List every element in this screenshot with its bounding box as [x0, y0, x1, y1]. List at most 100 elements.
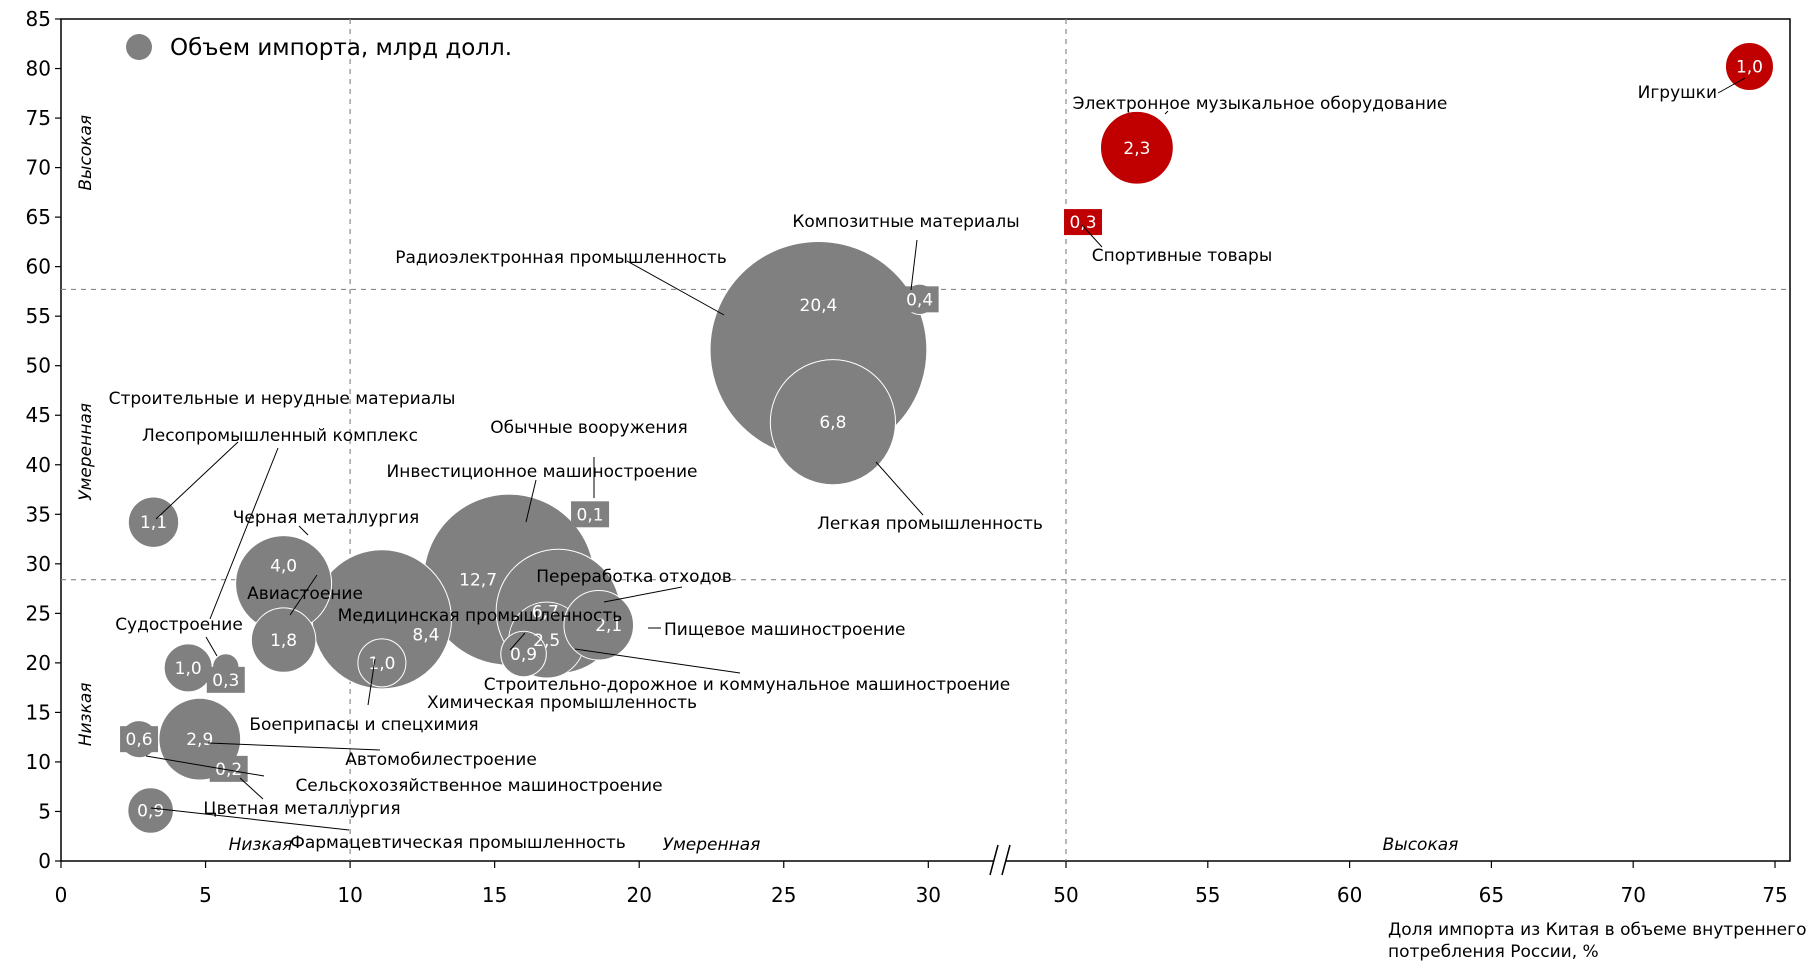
- x-axis-title: Доля импорта из Китая в объеме внутренне…: [1388, 920, 1806, 962]
- value-label: 20,4: [800, 296, 838, 316]
- bubble: [250, 607, 317, 673]
- leader-line: [298, 525, 309, 536]
- value-label: 6,8: [819, 413, 846, 433]
- x-zone-label: Низкая: [229, 835, 293, 855]
- leader-line: [289, 574, 318, 616]
- value-label: 6,7: [532, 602, 559, 622]
- leader-line: [1081, 224, 1103, 248]
- value-label-box: [206, 666, 245, 693]
- value-label: 8,4: [412, 625, 439, 645]
- y-zone-label: Низкая: [76, 682, 96, 746]
- x-tick-label: 75: [1762, 883, 1787, 907]
- x-zone-label: Высокая: [1383, 835, 1459, 855]
- bubble: [500, 630, 547, 678]
- y-zone-label: Умеренная: [76, 403, 96, 501]
- plot-area: 0 5 10 15 20 25 30 35 40 45 50 55 60 65 70 75 80 85 0 5 10 15…: [26, 7, 1791, 907]
- x-tick-label: 65: [1479, 883, 1504, 907]
- value-label-box: [571, 501, 610, 528]
- leader-line: [145, 755, 265, 777]
- y-tick-label: 10: [26, 750, 51, 774]
- x-tick-label: 55: [1195, 883, 1220, 907]
- y-zone-label: Высокая: [76, 115, 96, 191]
- value-label: 12,7: [459, 571, 497, 591]
- bubble: [357, 638, 407, 688]
- bubble-category-label: Строительные и нерудные материалы: [109, 389, 456, 409]
- value-label: 0,1: [577, 505, 604, 525]
- leader-line: [626, 260, 725, 316]
- leader-line: [875, 461, 924, 516]
- value-label: 2,5: [533, 631, 560, 651]
- leader-line: [155, 441, 239, 520]
- y-tick-label: 85: [26, 7, 51, 31]
- y-tick-label: 60: [26, 255, 51, 279]
- bubble-category-label: Медицинская промышленность: [338, 606, 623, 626]
- value-label-box: [1064, 209, 1103, 236]
- value-label: 1,1: [140, 513, 167, 533]
- x-tick-label: 60: [1337, 883, 1362, 907]
- leader-line: [910, 239, 918, 291]
- legend-label: Объем импорта, млрд долл.: [170, 35, 512, 61]
- x-tick-label: 20: [626, 883, 651, 907]
- leader-line: [1164, 110, 1169, 115]
- value-label: 2,9: [186, 730, 213, 750]
- x-tick-label: 0: [55, 883, 68, 907]
- value-label-box: [1730, 53, 1769, 80]
- y-tick-label: 55: [26, 304, 51, 328]
- plot-frame: [60, 18, 1791, 862]
- value-label: 4,0: [270, 557, 297, 577]
- bubble-category-label: Боеприпасы и спецхимия: [249, 715, 478, 735]
- leader-line: [209, 447, 279, 620]
- bubble-category-label: Лесопромышленный комплекс: [142, 426, 418, 446]
- value-label: 0,4: [906, 290, 933, 310]
- y-tick-label: 40: [26, 453, 51, 477]
- y-tick-label: 50: [26, 354, 51, 378]
- value-label: 2,3: [1123, 139, 1150, 159]
- value-label: 0,3: [212, 671, 239, 691]
- value-label: 1,0: [1736, 58, 1763, 78]
- y-tick-label: 70: [26, 156, 51, 180]
- value-label: 0,3: [1069, 213, 1096, 233]
- leader-line: [367, 658, 376, 706]
- x-tick-label: 5: [199, 883, 212, 907]
- bubble-category-label: Легкая промышленность: [817, 514, 1043, 534]
- bubble-category-label: Цветная металлургия: [203, 799, 400, 819]
- value-label-box: [209, 755, 248, 782]
- leader-line: [574, 648, 741, 674]
- bubble-category-label: Химическая промышленность: [427, 693, 697, 713]
- y-tick-label: 30: [26, 552, 51, 576]
- y-tick-label: 15: [26, 700, 51, 724]
- x-tick-label: 10: [337, 883, 362, 907]
- y-tick-label: 20: [26, 651, 51, 675]
- bubble: [769, 359, 896, 486]
- leader-line: [603, 586, 683, 603]
- bubble-category-label: Строительно-дорожное и коммунальное маши…: [484, 675, 1010, 695]
- value-label: 0,9: [137, 801, 164, 821]
- legend-marker: [126, 34, 152, 60]
- x-tick-label: 25: [771, 883, 796, 907]
- bubble-category-label: Электронное музыкальное оборудование: [1073, 94, 1448, 114]
- leader-line: [205, 636, 218, 657]
- y-tick-label: 75: [26, 106, 51, 130]
- y-tick-label: 35: [26, 502, 51, 526]
- leader-line: [509, 632, 526, 651]
- leader-line: [207, 742, 381, 751]
- leader-line: [1717, 77, 1746, 94]
- y-tick-label: 65: [26, 205, 51, 229]
- bubble-category-label: Обычные вооружения: [490, 418, 688, 438]
- x-tick-label: 50: [1053, 883, 1078, 907]
- bubble-category-label: Игрушки: [1638, 83, 1717, 103]
- bubble-category-label: Переработка отходов: [536, 567, 732, 587]
- bubble-category-label: Инвестиционное машиностроение: [386, 462, 697, 482]
- y-tick-label: 0: [38, 849, 51, 873]
- x-tick-label: 15: [482, 883, 507, 907]
- bubble-category-label: Пищевое машиностроение: [664, 620, 905, 640]
- y-tick-label: 5: [38, 799, 51, 823]
- value-label: 0,6: [126, 730, 153, 750]
- bubble-category-label: Сельскохозяйственное машиностроение: [295, 776, 662, 796]
- value-label: 1,0: [368, 654, 395, 674]
- x-tick-label: 70: [1620, 883, 1645, 907]
- y-tick-label: 45: [26, 403, 51, 427]
- bubble-category-label: Спортивные товары: [1092, 246, 1273, 266]
- x-tick-label: 30: [916, 883, 941, 907]
